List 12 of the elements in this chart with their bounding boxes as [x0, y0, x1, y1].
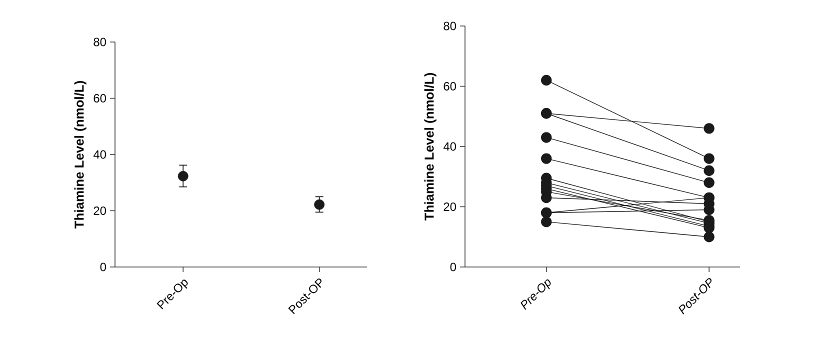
y-tick-label: 40	[93, 150, 106, 159]
y-tick-label: 60	[94, 94, 106, 102]
y-tick-label: 80	[94, 38, 106, 46]
y-tick-label: 0	[450, 262, 456, 272]
y-axis-title: Thiamine Level (nmol/L)	[424, 73, 436, 220]
y-tick-label: 20	[94, 206, 106, 215]
y-tick-label: 60	[444, 82, 456, 90]
y-tick-label: 80	[444, 22, 456, 30]
y-tick-label: 40	[443, 142, 456, 151]
y-axis-title: Thiamine Level (nmol/L)	[74, 81, 86, 228]
y-tick-label: 20	[444, 202, 456, 211]
y-tick-label: 0	[100, 262, 106, 272]
